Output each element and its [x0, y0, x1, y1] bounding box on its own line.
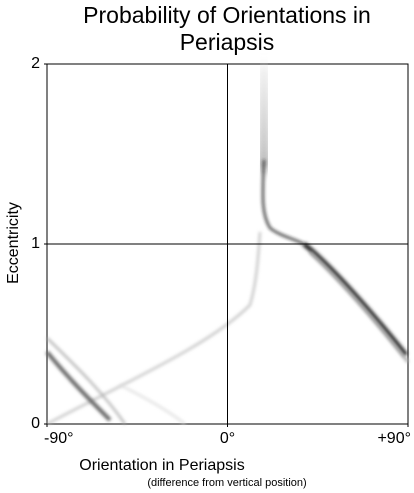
- x-tick-label: 0°: [220, 430, 235, 447]
- y-tick-label: 1: [31, 235, 40, 252]
- density-band: [308, 250, 410, 363]
- density-shading: [45, 64, 410, 425]
- density-band: [45, 350, 112, 422]
- x-tick-label: -90°: [44, 430, 74, 447]
- y-tick-label: 0: [31, 415, 40, 432]
- y-tick-label: 2: [31, 55, 40, 72]
- y-axis-label: Eccentricity: [5, 202, 22, 284]
- density-band: [46, 337, 126, 425]
- x-tick-label: +90°: [377, 430, 411, 447]
- x-axis-label: Orientation in Periapsis: [79, 457, 244, 474]
- chart-title: Probability of Orientations in Periapsis: [83, 2, 371, 55]
- density-band: [302, 242, 408, 357]
- x-axis-note: (difference from vertical position): [147, 477, 306, 489]
- density-curve: [261, 159, 305, 245]
- density-spike: [262, 64, 266, 170]
- density-band: [119, 384, 186, 425]
- density-curve: [46, 231, 261, 425]
